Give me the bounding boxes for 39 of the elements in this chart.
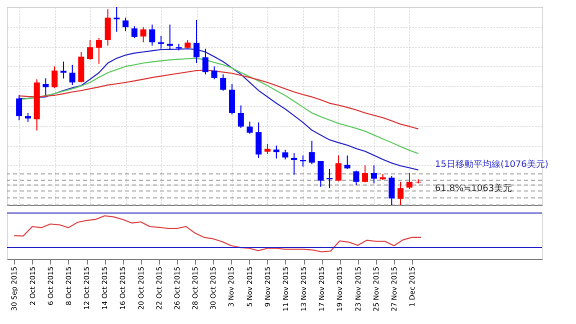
candlestick	[326, 168, 333, 189]
text: 15日移動平均線(1076美元)	[435, 159, 548, 170]
candlestick	[362, 164, 368, 183]
candlestick	[122, 17, 129, 32]
candlestick	[211, 66, 218, 80]
candlestick	[69, 64, 76, 86]
candlestick	[114, 6, 120, 32]
candlestick	[104, 8, 111, 46]
candlestick	[318, 160, 324, 188]
candlestick	[388, 176, 395, 206]
candlestick	[229, 84, 236, 116]
candlestick	[87, 40, 94, 60]
candlestick	[238, 104, 244, 128]
candlestick	[131, 26, 138, 39]
candlestick	[52, 66, 58, 89]
candlestick	[353, 170, 360, 186]
candlestick	[158, 35, 164, 50]
candlestick	[344, 155, 350, 170]
text: 61.8%≒1063美元	[435, 183, 512, 194]
candlestick	[16, 94, 22, 121]
candlestick	[42, 78, 49, 96]
candlestick	[184, 40, 191, 50]
candlestick	[202, 48, 208, 75]
candlestick	[308, 140, 315, 165]
candlestick	[282, 149, 288, 160]
candlestick	[220, 74, 226, 92]
candlestick	[149, 24, 156, 46]
candlestick	[406, 172, 412, 190]
candlestick	[96, 38, 102, 64]
candlestick	[370, 164, 377, 184]
candlestick	[246, 121, 253, 134]
candlestick	[140, 26, 146, 43]
candlestick	[273, 145, 280, 159]
candlestick	[194, 19, 200, 64]
candlestick	[291, 152, 298, 176]
candlestick	[398, 181, 404, 206]
candlestick	[166, 24, 173, 50]
candlestick	[335, 155, 342, 182]
candlestick	[256, 122, 262, 158]
